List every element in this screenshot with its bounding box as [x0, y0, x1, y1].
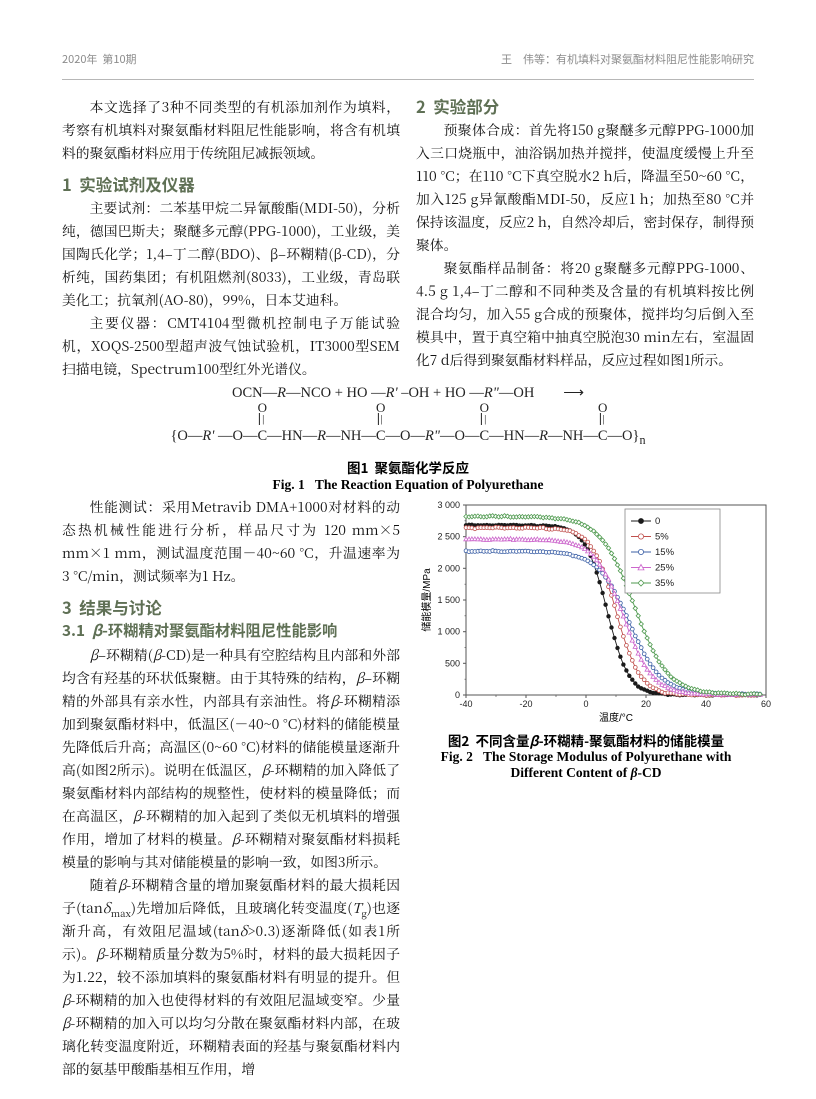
svg-text:25%: 25%: [655, 563, 675, 574]
svg-text:0: 0: [583, 699, 588, 709]
svg-text:1 000: 1 000: [437, 627, 460, 637]
svg-text:1 500: 1 500: [437, 595, 460, 605]
svg-text:-20: -20: [519, 699, 532, 709]
svg-text:温度/°C: 温度/°C: [599, 711, 633, 724]
svg-text:储能模量/MPa: 储能模量/MPa: [420, 568, 433, 632]
svg-text:15%: 15%: [655, 547, 675, 558]
svg-text:60: 60: [761, 699, 771, 709]
svg-text:2 000: 2 000: [437, 563, 460, 573]
svg-text:-40: -40: [459, 699, 472, 709]
svg-text:35%: 35%: [655, 578, 675, 589]
svg-text:20: 20: [641, 699, 651, 709]
svg-text:40: 40: [701, 699, 711, 709]
svg-text:2 500: 2 500: [437, 532, 460, 542]
svg-text:0: 0: [655, 516, 660, 527]
svg-text:500: 500: [445, 658, 460, 668]
svg-text:5%: 5%: [655, 532, 669, 543]
svg-text:3 000: 3 000: [437, 500, 460, 510]
